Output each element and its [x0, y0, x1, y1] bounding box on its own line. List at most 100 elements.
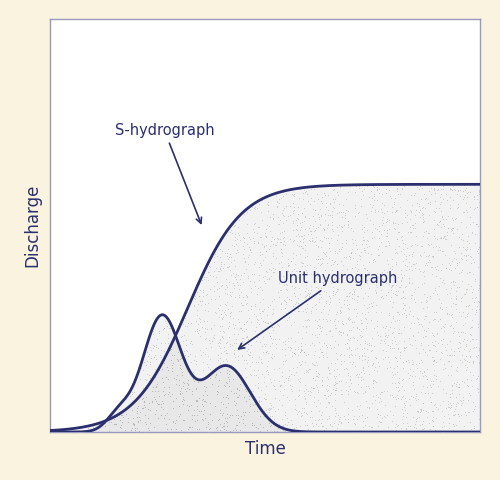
- Point: [467, 331, 475, 339]
- Point: [392, 395, 400, 403]
- Point: [360, 185, 368, 193]
- Point: [472, 306, 480, 314]
- Point: [357, 195, 365, 203]
- Point: [241, 408, 249, 416]
- Point: [250, 408, 258, 415]
- Point: [314, 295, 322, 303]
- Point: [214, 423, 222, 431]
- Point: [118, 413, 126, 421]
- Point: [312, 264, 320, 272]
- Point: [210, 282, 218, 290]
- Point: [240, 238, 248, 246]
- Point: [198, 400, 206, 408]
- Point: [264, 329, 272, 336]
- Point: [436, 299, 444, 307]
- Point: [419, 345, 427, 353]
- Point: [456, 418, 464, 425]
- Point: [466, 301, 473, 309]
- Point: [344, 339, 351, 347]
- Point: [196, 333, 203, 340]
- Point: [393, 309, 401, 316]
- Point: [424, 351, 432, 359]
- Point: [468, 335, 476, 343]
- Point: [332, 409, 340, 417]
- Point: [389, 289, 397, 297]
- Point: [159, 406, 167, 413]
- Point: [176, 387, 184, 395]
- Point: [258, 250, 266, 258]
- Point: [300, 231, 308, 239]
- Point: [364, 249, 372, 257]
- Point: [198, 416, 206, 423]
- Point: [335, 274, 343, 282]
- Point: [402, 394, 409, 402]
- Point: [250, 372, 258, 379]
- Point: [254, 358, 262, 366]
- Point: [146, 407, 154, 414]
- Point: [286, 235, 294, 243]
- Point: [336, 183, 344, 191]
- Point: [235, 418, 243, 426]
- Point: [201, 397, 209, 405]
- Point: [441, 344, 449, 351]
- Point: [268, 311, 276, 318]
- Point: [449, 426, 457, 434]
- Point: [297, 360, 305, 368]
- Point: [375, 189, 383, 197]
- Point: [418, 357, 426, 364]
- Point: [438, 305, 446, 312]
- Point: [234, 271, 241, 279]
- Point: [205, 425, 213, 433]
- Point: [146, 419, 154, 427]
- Point: [384, 288, 392, 296]
- Point: [429, 353, 437, 361]
- Point: [360, 345, 368, 352]
- Point: [376, 411, 384, 419]
- Point: [302, 398, 310, 406]
- Point: [388, 209, 396, 216]
- Point: [433, 220, 441, 228]
- Point: [232, 279, 240, 287]
- Point: [408, 342, 416, 349]
- Point: [474, 220, 482, 228]
- Point: [419, 407, 427, 414]
- Point: [200, 317, 208, 325]
- Point: [455, 259, 463, 266]
- Point: [465, 358, 473, 366]
- Point: [418, 211, 426, 219]
- Point: [274, 195, 282, 203]
- Point: [134, 419, 142, 426]
- Point: [334, 237, 342, 244]
- Point: [228, 253, 235, 261]
- Point: [441, 252, 449, 259]
- Point: [458, 399, 466, 407]
- Point: [376, 270, 384, 278]
- Point: [402, 419, 410, 427]
- Point: [213, 252, 221, 260]
- Point: [444, 400, 452, 408]
- Point: [259, 295, 267, 302]
- Point: [404, 228, 411, 236]
- Point: [254, 284, 262, 291]
- Point: [118, 413, 126, 421]
- Point: [440, 412, 448, 420]
- Point: [166, 392, 174, 400]
- Point: [152, 397, 160, 405]
- Point: [200, 375, 208, 383]
- Point: [470, 193, 478, 201]
- Point: [418, 425, 426, 432]
- Point: [314, 255, 322, 263]
- Point: [286, 381, 294, 388]
- Point: [456, 192, 464, 200]
- Point: [241, 421, 249, 429]
- Point: [433, 331, 441, 338]
- Point: [370, 201, 378, 209]
- Point: [138, 395, 146, 402]
- Point: [196, 298, 204, 305]
- Point: [214, 388, 222, 396]
- Point: [198, 287, 206, 294]
- Point: [351, 388, 359, 396]
- Point: [416, 367, 424, 375]
- Point: [399, 393, 407, 400]
- Point: [328, 273, 336, 281]
